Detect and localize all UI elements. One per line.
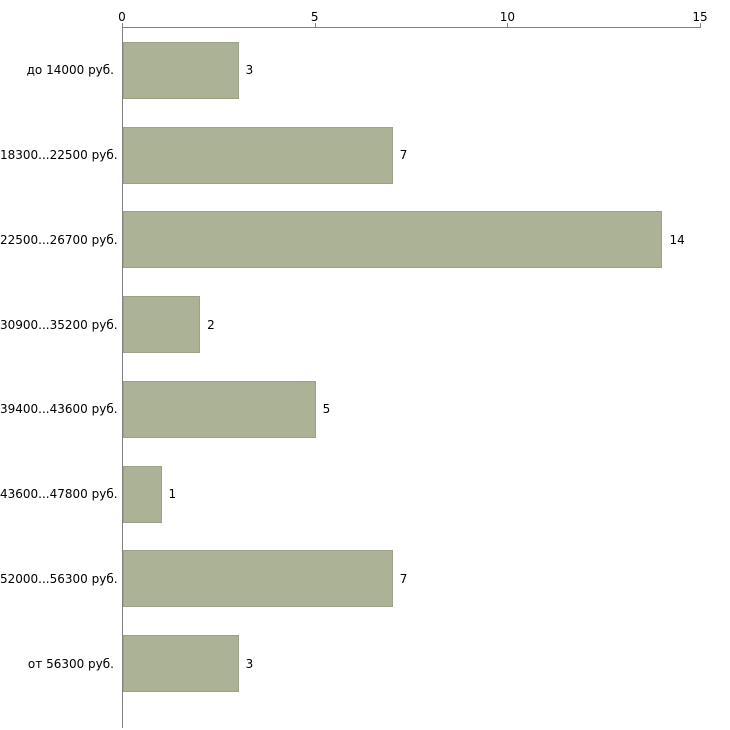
y-axis-line (122, 27, 123, 728)
bars-area: до 14000 руб. 3 18300...22500 руб. 7 22500..… (0, 28, 730, 706)
bar (123, 550, 393, 608)
x-axis-line (122, 27, 701, 28)
bar-row: от 56300 руб. 3 (0, 621, 730, 706)
x-tick-mark (122, 23, 123, 27)
bar-row: 22500...26700 руб. 14 (0, 198, 730, 283)
bar-row: 30900...35200 руб. 2 (0, 282, 730, 367)
bar (123, 126, 393, 184)
value-label: 5 (322, 402, 331, 417)
value-label: 7 (399, 148, 408, 163)
x-tick-label: 0 (118, 10, 126, 24)
bar-row: 18300...22500 руб. 7 (0, 113, 730, 198)
category-label: 30900...35200 руб. (0, 317, 118, 332)
x-tick-mark (507, 23, 509, 27)
category-label: 18300...22500 руб. (0, 148, 118, 163)
category-label: 52000...56300 руб. (0, 571, 118, 586)
value-label: 3 (245, 63, 254, 78)
category-label: 39400...43600 руб. (0, 402, 118, 417)
x-tick-mark (314, 23, 316, 27)
bar (123, 380, 316, 438)
value-label: 7 (399, 571, 408, 586)
bar-row: 52000...56300 руб. 7 (0, 537, 730, 622)
value-label: 3 (245, 656, 254, 671)
value-label: 1 (168, 487, 177, 502)
value-label: 14 (669, 232, 685, 247)
bar (123, 635, 239, 693)
x-tick-label: 5 (310, 10, 319, 24)
x-tick-label: 10 (499, 10, 515, 24)
bar (123, 296, 201, 354)
bar (123, 211, 663, 269)
category-label: 43600...47800 руб. (0, 487, 118, 502)
bar (123, 465, 162, 523)
bar-row: 39400...43600 руб. 5 (0, 367, 730, 452)
x-tick-mark (700, 23, 701, 27)
x-tick-label: 15 (692, 10, 708, 24)
bar (123, 41, 239, 99)
category-label: 22500...26700 руб. (0, 232, 118, 247)
value-label: 2 (207, 317, 215, 332)
bar-row: 43600...47800 руб. 1 (0, 452, 730, 537)
category-label: до 14000 руб. (26, 63, 114, 78)
bar-row: до 14000 руб. 3 (0, 28, 730, 113)
category-label: от 56300 руб. (27, 656, 114, 671)
